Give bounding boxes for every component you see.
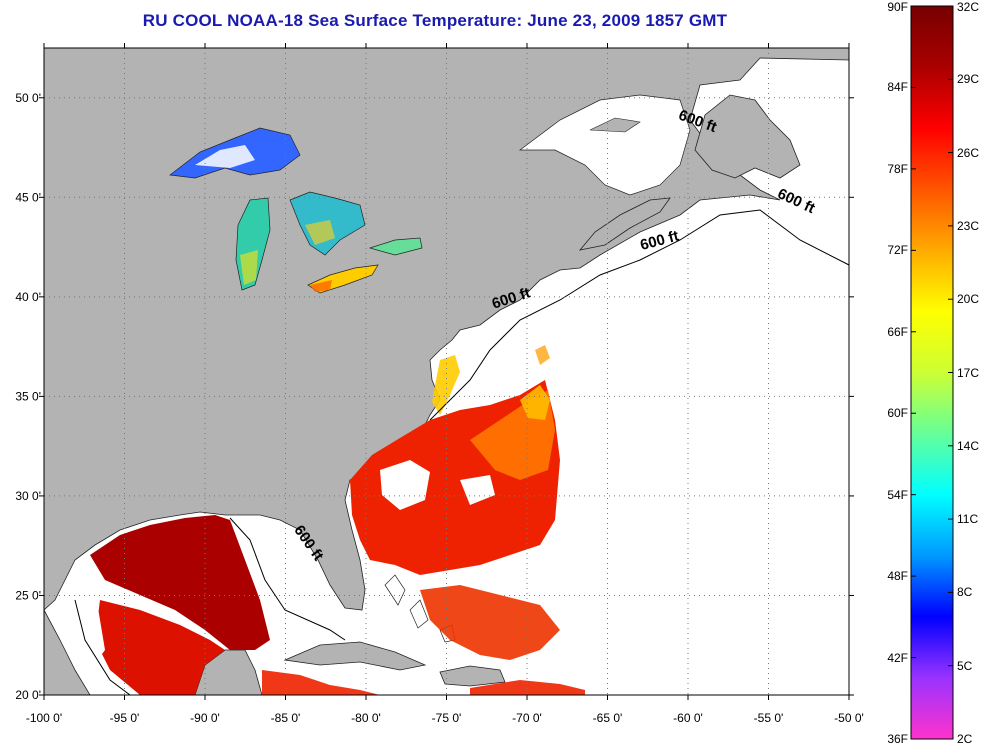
lat-tick-label: 40 0'	[15, 290, 41, 304]
colorbar-c-label: 23C	[957, 218, 980, 233]
colorbar-c-label: 17C	[957, 365, 980, 380]
gulf-st-lawrence	[518, 94, 691, 196]
lat-tick-label: 25 0'	[15, 588, 41, 602]
land-newfoundland	[694, 94, 801, 179]
sst-gulf-of-mexico-north	[90, 515, 270, 650]
lon-axis: -100 0' -95 0' -90 0' -85 0' -80 0' -75 0' -70…	[26, 43, 864, 725]
land-mexico	[44, 609, 91, 695]
colorbar-c-label: 5C	[957, 658, 973, 673]
lon-tick-label: -60 0'	[673, 711, 703, 725]
colorbar-c-label: 20C	[957, 292, 980, 307]
sst-offshore-yellow	[520, 385, 550, 420]
colorbar-f-label: 78F	[887, 161, 908, 176]
colorbar-c-label: 11C	[957, 512, 979, 527]
colorbar-f-label: 90F	[887, 0, 908, 14]
map-title: RU COOL NOAA-18 Sea Surface Temperature:…	[142, 11, 728, 30]
lat-tick-label: 45 0'	[15, 190, 41, 204]
colorbar-f-label: 48F	[887, 569, 908, 584]
lon-tick-label: -80 0'	[351, 711, 381, 725]
lon-tick-label: -70 0'	[512, 711, 542, 725]
colorbar-c-label: 26C	[957, 145, 980, 160]
sst-gulf-shelf-west	[75, 590, 105, 670]
lon-tick-label: -90 0'	[190, 711, 220, 725]
colorbar-c-label: 8C	[957, 585, 973, 600]
sst-cloud-gap	[380, 460, 495, 510]
colorbar-f-label: 36F	[887, 732, 908, 746]
colorbar-c-label: 14C	[957, 438, 980, 453]
sst-caribbean-north	[420, 585, 560, 660]
lon-tick-label: -50 0'	[834, 711, 864, 725]
lat-tick-label: 35 0'	[15, 389, 41, 403]
colorbar-ticks	[911, 5, 953, 740]
lake-michigan-warm	[240, 250, 258, 285]
colorbar-f-label: 72F	[887, 243, 908, 258]
sst-midatlantic-offshore	[535, 345, 550, 365]
lon-tick-label: -85 0'	[271, 711, 301, 725]
lake-huron-warm	[305, 220, 335, 245]
lat-tick-label: 30 0'	[15, 489, 41, 503]
colorbar	[910, 5, 954, 740]
sst-midatlantic-coast	[432, 355, 460, 415]
colorbar-c-label: 2C	[957, 732, 973, 746]
lake-ontario	[368, 237, 423, 256]
colorbar-f-label: 60F	[887, 406, 908, 421]
colorbar-f-label: 42F	[887, 650, 908, 665]
anticosti-island	[589, 117, 641, 133]
sst-caribbean-south	[262, 670, 585, 695]
grid-parallels	[44, 97, 849, 596]
lon-tick-label: -65 0'	[593, 711, 623, 725]
colorbar-c-label: 29C	[957, 72, 980, 87]
colorbar-f-label: 54F	[887, 487, 908, 502]
land-nova-scotia	[578, 197, 671, 251]
lake-erie-warm	[310, 280, 332, 292]
land-hispaniola	[439, 665, 506, 687]
lat-tick-label: 50 0'	[15, 91, 41, 105]
sst-gulf-of-mexico-south	[95, 600, 225, 695]
lon-tick-label: -95 0'	[110, 711, 140, 725]
colorbar-f-label: 84F	[887, 80, 908, 95]
colorbar-c-label: 32C	[957, 0, 980, 14]
lat-axis: 20 0' 25 0' 30 0' 35 0' 40 0' 45 0' 50 0'	[15, 91, 854, 702]
lon-tick-label: -75 0'	[432, 711, 462, 725]
land-cuba	[283, 641, 427, 671]
lake-superior-warm	[195, 145, 255, 168]
lat-tick-label: 20 0'	[15, 688, 41, 702]
lon-tick-label: -100 0'	[26, 711, 62, 725]
colorbar-f-label: 66F	[887, 324, 908, 339]
lon-tick-label: -55 0'	[754, 711, 784, 725]
